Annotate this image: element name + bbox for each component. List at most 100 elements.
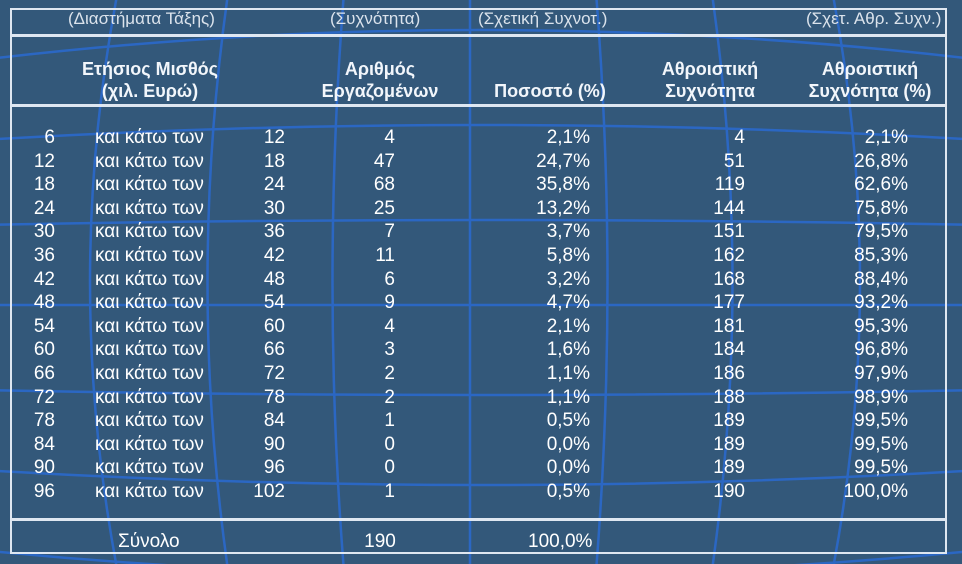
table-row: 18 και κάτω των 24 68 35,8% 119 62,6% — [0, 174, 962, 197]
cell-cumulative: 189 — [713, 457, 745, 479]
cell-from: 78 — [33, 410, 55, 432]
cell-label: και κάτω των — [95, 315, 204, 337]
cell-cumulative: 4 — [734, 127, 745, 148]
cell-cumulative-percent: 97,9% — [854, 363, 908, 384]
cell-label: και κάτω των — [95, 268, 204, 290]
cell-label: και κάτω των — [95, 363, 204, 384]
header-salary-line2: (χιλ. Ευρώ) — [101, 81, 199, 101]
cell-to: 18 — [263, 150, 285, 172]
cell-from: 48 — [33, 292, 55, 314]
table-row: 24 και κάτω των 30 25 13,2% 144 75,8% — [0, 198, 962, 221]
cell-count: 25 — [373, 197, 395, 219]
header-divider-top — [10, 34, 947, 37]
cell-count: 6 — [384, 268, 395, 290]
cell-cumulative-percent: 62,6% — [854, 174, 908, 196]
subheader-frequency: (Συχνότητα) — [330, 9, 421, 28]
cell-to: 72 — [263, 363, 285, 384]
table-row: 12 και κάτω των 18 47 24,7% 51 26,8% — [0, 151, 962, 174]
cell-cumulative-percent: 85,3% — [854, 245, 908, 266]
cell-percent: 1,1% — [546, 363, 590, 384]
cell-label: και κάτω των — [95, 197, 204, 219]
table-row: 6 και κάτω των 12 4 2,1% 4 2,1% — [0, 127, 962, 150]
cell-to: 78 — [263, 386, 285, 408]
subheader-relative: (Σχετική Συχνοτ.) — [478, 9, 608, 28]
header-cumulative-line2: Συχνότητα — [665, 81, 755, 101]
cell-label: και κάτω των — [95, 150, 204, 172]
cell-cumulative-percent: 95,3% — [854, 315, 908, 337]
table-row: 60 και κάτω των 66 3 1,6% 184 96,8% — [0, 339, 962, 362]
total-percent: 100,0% — [528, 531, 593, 552]
cell-percent: 1,6% — [546, 339, 590, 361]
cell-to: 42 — [263, 245, 285, 266]
cell-percent: 1,1% — [546, 386, 590, 408]
header-cumulative-percent-line1: Αθροιστική — [821, 59, 919, 79]
cell-to: 84 — [263, 410, 285, 432]
cell-cumulative-percent: 79,5% — [854, 221, 908, 243]
cell-label: και κάτω των — [95, 174, 204, 196]
cell-from: 12 — [33, 150, 55, 172]
cell-from: 60 — [33, 339, 55, 361]
cell-from: 42 — [33, 268, 55, 290]
table-row: 66 και κάτω των 72 2 1,1% 186 97,9% — [0, 363, 962, 386]
cell-cumulative: 162 — [713, 245, 745, 266]
cell-count: 2 — [384, 363, 395, 384]
cell-percent: 0,5% — [546, 410, 590, 432]
cell-percent: 2,1% — [546, 127, 590, 148]
cell-count: 2 — [384, 386, 395, 408]
cell-to: 24 — [263, 174, 285, 196]
table-row: 96 και κάτω των 102 1 0,5% 190 100,0% — [0, 481, 962, 504]
cell-to: 30 — [263, 197, 285, 219]
table-row: 84 και κάτω των 90 0 0,0% 189 99,5% — [0, 434, 962, 457]
cell-cumulative-percent: 88,4% — [854, 268, 908, 290]
header-cumulative-line1: Αθροιστική — [661, 59, 759, 79]
cell-to: 54 — [263, 292, 285, 314]
cell-count: 47 — [373, 150, 395, 172]
header-cumulative: Αθροιστική Συχνότητα — [640, 58, 780, 102]
cell-percent: 5,8% — [546, 245, 590, 266]
total-label: Σύνολο — [118, 531, 180, 552]
cell-cumulative: 151 — [713, 221, 745, 243]
cell-cumulative-percent: 100,0% — [843, 481, 908, 502]
table-row: 78 και κάτω των 84 1 0,5% 189 99,5% — [0, 410, 962, 433]
cell-percent: 2,1% — [546, 315, 590, 337]
cell-to: 48 — [263, 268, 285, 290]
cell-from: 18 — [33, 174, 55, 196]
cell-cumulative: 119 — [714, 174, 745, 196]
cell-percent: 3,2% — [546, 268, 590, 290]
table-frame — [10, 8, 947, 554]
cell-label: και κάτω των — [95, 386, 204, 408]
cell-count: 3 — [384, 339, 395, 361]
cell-percent: 35,8% — [536, 174, 590, 196]
cell-count: 0 — [384, 433, 395, 455]
cell-label: και κάτω των — [95, 481, 204, 502]
cell-label: και κάτω των — [95, 245, 204, 266]
cell-cumulative-percent: 99,5% — [854, 433, 908, 455]
cell-percent: 0,0% — [546, 457, 590, 479]
cell-cumulative: 188 — [713, 386, 745, 408]
cell-count: 1 — [384, 410, 395, 432]
cell-percent: 3,7% — [546, 221, 590, 243]
cell-cumulative: 168 — [713, 268, 745, 290]
subheader-intervals: (Διαστήματα Τάξης) — [68, 9, 215, 28]
cell-from: 84 — [33, 433, 55, 455]
header-employees-line1: Αριθμός — [344, 59, 416, 79]
cell-cumulative: 189 — [713, 433, 745, 455]
cell-cumulative-percent: 93,2% — [854, 292, 908, 314]
header-salary: Ετήσιος Μισθός (χιλ. Ευρώ) — [60, 58, 240, 102]
cell-percent: 24,7% — [536, 150, 590, 172]
table-row: 36 και κάτω των 42 11 5,8% 162 85,3% — [0, 245, 962, 268]
cell-count: 1 — [384, 481, 395, 502]
table-row: 90 και κάτω των 96 0 0,0% 189 99,5% — [0, 457, 962, 480]
cell-count: 4 — [384, 127, 395, 148]
cell-from: 72 — [33, 386, 55, 408]
header-salary-line1: Ετήσιος Μισθός — [81, 59, 219, 79]
cell-label: και κάτω των — [95, 127, 204, 148]
cell-cumulative: 189 — [713, 410, 745, 432]
cell-cumulative-percent: 99,5% — [854, 457, 908, 479]
table-row: 30 και κάτω των 36 7 3,7% 151 79,5% — [0, 221, 962, 244]
cell-from: 30 — [33, 221, 55, 243]
cell-count: 4 — [384, 315, 395, 337]
cell-cumulative: 184 — [713, 339, 745, 361]
cell-percent: 0,5% — [546, 481, 590, 502]
